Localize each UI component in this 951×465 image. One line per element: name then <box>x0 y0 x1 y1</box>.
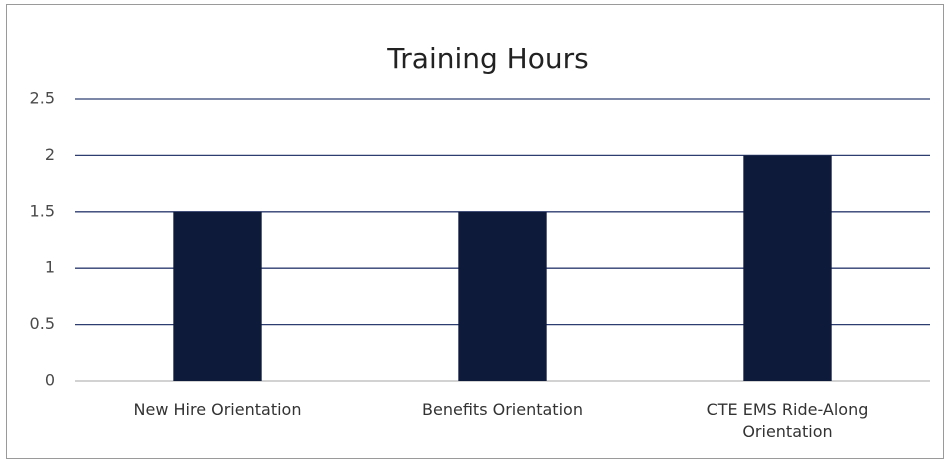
x-tick-label: Benefits Orientation <box>422 400 583 419</box>
y-tick-label: 1.5 <box>30 201 55 220</box>
bar <box>743 155 832 381</box>
y-tick-label: 2.5 <box>30 89 55 108</box>
chart-border <box>6 4 944 459</box>
y-tick-label: 0 <box>45 371 55 390</box>
chart-title: Training Hours <box>386 42 588 75</box>
bar <box>173 211 262 381</box>
x-tick-label: New Hire Orientation <box>133 400 302 419</box>
y-tick-label: 1 <box>45 258 55 277</box>
y-tick-label: 2 <box>45 145 55 164</box>
bar <box>458 211 547 381</box>
y-tick-label: 0.5 <box>30 314 55 333</box>
x-tick-label: CTE EMS Ride-Along Orientation <box>706 400 869 441</box>
